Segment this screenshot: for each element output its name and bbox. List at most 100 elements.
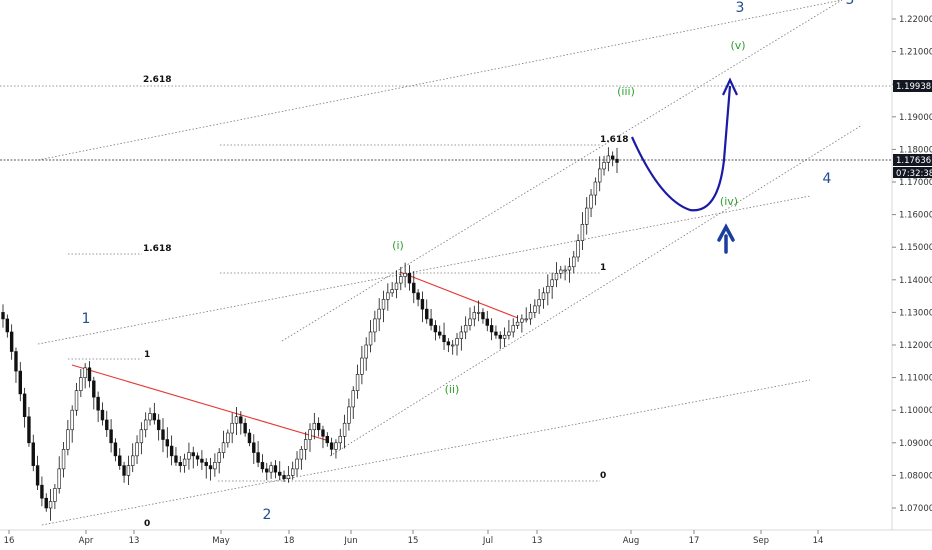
y-tick-label: 1.21000 xyxy=(899,48,932,58)
candle-body xyxy=(148,413,152,421)
candle-body xyxy=(161,429,165,440)
candle-body xyxy=(200,458,204,463)
x-tick-label: 17 xyxy=(689,536,700,546)
candle-body xyxy=(9,331,14,352)
wave-label-major: 2 xyxy=(263,507,272,523)
projection-arrowhead xyxy=(722,77,738,96)
candle-body xyxy=(450,344,455,347)
candle-body xyxy=(252,442,256,453)
chart-annotations xyxy=(0,0,932,534)
candle-body xyxy=(286,475,291,479)
candle-body xyxy=(394,282,399,290)
candle-body xyxy=(182,458,187,466)
candle-body xyxy=(96,396,100,411)
candle-body xyxy=(420,299,425,310)
candle-body xyxy=(265,468,269,473)
candle-body xyxy=(576,240,580,258)
candle-body xyxy=(511,325,515,333)
candle-body xyxy=(53,488,57,502)
candle-body xyxy=(580,224,585,241)
candle-body xyxy=(399,276,403,284)
candle-body xyxy=(61,449,66,470)
candle-body xyxy=(92,380,96,398)
countdown-box xyxy=(893,167,932,178)
candle-body xyxy=(44,497,48,509)
y-tick-label: 1.11000 xyxy=(899,374,932,384)
candle-body xyxy=(204,462,208,466)
candle-body xyxy=(368,331,373,346)
candle-body xyxy=(485,318,489,326)
candle-body xyxy=(347,406,351,424)
candle-body xyxy=(243,422,247,434)
fib-level-label: 1.618 xyxy=(600,135,628,145)
candle-body xyxy=(126,465,131,476)
candle-body xyxy=(66,429,70,450)
candle-body xyxy=(208,465,213,470)
fib-level-label: 1 xyxy=(144,350,150,360)
candle-body xyxy=(498,334,502,339)
candle-body xyxy=(282,475,286,479)
candle-body xyxy=(226,432,230,444)
candle-body xyxy=(131,455,135,466)
candle-body xyxy=(364,344,368,359)
wave-label-minor: (v) xyxy=(730,39,745,52)
candle-body xyxy=(31,442,35,466)
candle-body xyxy=(407,272,412,284)
candle-body xyxy=(390,289,394,294)
candle-body xyxy=(74,390,79,411)
candle-body xyxy=(446,341,451,346)
candle-body xyxy=(230,422,234,434)
y-tick-label: 1.17000 xyxy=(899,178,932,188)
candle-body xyxy=(442,334,446,343)
x-tick-label: 14 xyxy=(813,536,824,546)
candle-body xyxy=(178,462,182,466)
candle-body xyxy=(355,374,360,391)
candle-body xyxy=(585,207,589,225)
candle-body xyxy=(165,439,170,447)
candle-body xyxy=(386,292,390,300)
candle-body xyxy=(342,422,347,437)
projection-curve xyxy=(630,85,732,212)
candle-body xyxy=(502,334,507,339)
candle-body xyxy=(27,416,31,444)
y-tick-label: 1.08000 xyxy=(899,471,932,481)
candle-body xyxy=(191,452,195,457)
candle-body xyxy=(550,279,554,287)
candle-body xyxy=(48,501,53,509)
candle-body xyxy=(520,318,524,323)
candle-body xyxy=(100,409,105,421)
candle-body xyxy=(316,422,321,431)
candlestick-series xyxy=(1,147,619,521)
countdown-label: 07:32:38 xyxy=(896,169,932,179)
candle-body xyxy=(563,269,567,272)
candle-body xyxy=(109,429,113,444)
candle-body xyxy=(122,465,126,476)
candle-body xyxy=(615,158,619,163)
candle-body xyxy=(515,321,520,326)
y-tick-label: 1.10000 xyxy=(899,406,932,416)
trendline-red-1 xyxy=(71,364,327,441)
candle-body xyxy=(546,286,550,294)
candle-body xyxy=(273,465,278,473)
current-price-tag: 1.17636 xyxy=(896,156,931,166)
current-price-tag-box xyxy=(893,154,932,166)
candle-body xyxy=(472,312,477,320)
candle-body xyxy=(572,256,576,268)
bounce-arrow-up-icon xyxy=(717,223,735,254)
candle-body xyxy=(455,338,459,346)
wave-channel-lower-line xyxy=(329,124,863,457)
candle-body xyxy=(239,416,243,424)
candle-body xyxy=(303,439,308,450)
x-tick-label: Jun xyxy=(343,536,357,546)
candle-body xyxy=(403,272,407,277)
candle-body xyxy=(83,367,87,378)
y-tick-label: 1.07000 xyxy=(899,504,932,514)
candle-body xyxy=(334,442,338,450)
candle-body xyxy=(598,168,602,183)
channel-mid-line xyxy=(37,195,811,345)
channel-upper-line xyxy=(37,0,843,161)
wave-label-major: 4 xyxy=(823,171,832,187)
x-tick-label: Apr xyxy=(79,536,94,546)
marked-price-tag-box xyxy=(893,80,932,92)
